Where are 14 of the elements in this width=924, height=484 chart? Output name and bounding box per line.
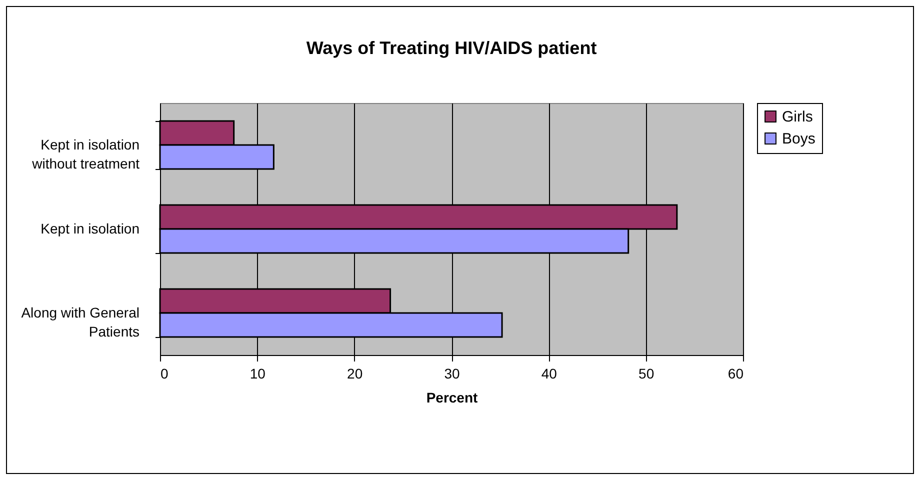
y-tick-label: Along with General Patients (21, 304, 140, 340)
x-axis-title: Percent (426, 390, 478, 406)
x-tick-label: 20 (347, 366, 363, 382)
x-tick-label: 0 (160, 366, 168, 382)
x-tick-label: 50 (638, 366, 654, 382)
x-tick-label: 40 (541, 366, 558, 382)
legend-label: Girls (782, 108, 813, 126)
x-tick-label: 10 (250, 366, 266, 382)
y-tick-label: Kept in isolation (40, 220, 140, 236)
x-tick-label: 60 (728, 366, 744, 382)
x-tick-label: 30 (444, 366, 460, 382)
chart-title: Ways of Treating HIV/AIDS patient (306, 38, 597, 58)
legend-label: Boys (782, 130, 816, 148)
y-tick-label: Kept in isolation without treatment (31, 136, 140, 172)
